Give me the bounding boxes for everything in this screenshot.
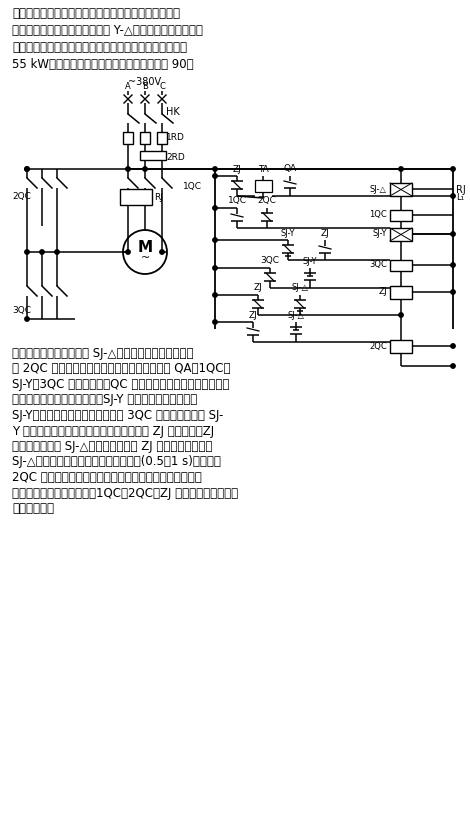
Text: SJ-△: SJ-△ <box>291 283 308 292</box>
Text: 这种控制线路在设计上增加了一级中间继电器和时间继: 这种控制线路在设计上增加了一级中间继电器和时间继 <box>12 7 180 20</box>
Circle shape <box>399 313 403 317</box>
Text: SJ-△断电，延时常闭触点达到延时时间(0.5～1 s)闭合后，: SJ-△断电，延时常闭触点达到延时时间(0.5～1 s)闭合后， <box>12 455 221 468</box>
Text: ZJ: ZJ <box>254 283 262 292</box>
Circle shape <box>213 238 217 242</box>
Text: 1QC: 1QC <box>183 182 202 191</box>
Text: 电器，可以防止大容量电动机在 Y-△转换过程中，由于转换: 电器，可以防止大容量电动机在 Y-△转换过程中，由于转换 <box>12 24 203 37</box>
Text: QA: QA <box>283 165 297 174</box>
Text: TA: TA <box>258 165 268 174</box>
Text: 电器则分断。: 电器则分断。 <box>12 502 54 515</box>
Text: ZJ: ZJ <box>321 229 329 238</box>
Circle shape <box>123 230 167 274</box>
Bar <box>390 183 412 196</box>
Text: 接通电源时，时间继电器 SJ-△获电动作，其常闭触点切: 接通电源时，时间继电器 SJ-△获电动作，其常闭触点切 <box>12 347 194 360</box>
Text: SJ-Y: SJ-Y <box>303 256 317 265</box>
Text: 3QC: 3QC <box>369 260 387 269</box>
Circle shape <box>213 174 217 179</box>
Circle shape <box>451 290 455 294</box>
Text: SJ-△: SJ-△ <box>370 184 387 193</box>
Text: HK: HK <box>166 107 180 117</box>
Circle shape <box>451 232 455 236</box>
Text: A: A <box>125 82 131 91</box>
Text: Y 闭合延时的常开触点闭合，使中间继电器 ZJ 获电动作。ZJ: Y 闭合延时的常开触点闭合，使中间继电器 ZJ 获电动作。ZJ <box>12 424 214 437</box>
Circle shape <box>126 167 130 171</box>
Circle shape <box>213 319 217 324</box>
Circle shape <box>451 194 455 198</box>
Text: 3QC: 3QC <box>12 306 31 315</box>
Bar <box>140 151 166 160</box>
Text: ZJ: ZJ <box>249 310 258 319</box>
Text: ZJ: ZJ <box>378 287 387 296</box>
Circle shape <box>160 250 164 254</box>
Circle shape <box>451 263 455 267</box>
Circle shape <box>126 250 130 254</box>
Circle shape <box>143 167 147 171</box>
Text: 法，起动过程结束。此时，1QC、2QC、ZJ 处于吸合状态，其余: 法，起动过程结束。此时，1QC、2QC、ZJ 处于吸合状态，其余 <box>12 486 238 500</box>
Circle shape <box>451 167 455 171</box>
Text: SJ-Y: SJ-Y <box>281 229 295 238</box>
Circle shape <box>25 167 29 171</box>
Circle shape <box>213 167 217 171</box>
Circle shape <box>399 167 403 171</box>
Circle shape <box>213 266 217 270</box>
Text: L₁: L₁ <box>456 193 464 202</box>
Text: 1QC: 1QC <box>227 197 246 206</box>
Text: SJ-Y: SJ-Y <box>373 229 387 238</box>
Text: ~: ~ <box>141 253 149 263</box>
Bar <box>157 132 167 144</box>
Text: 时间短，电弧不能完全熄灯而造成的相间短路。它适用于: 时间短，电弧不能完全熄灯而造成的相间短路。它适用于 <box>12 41 187 54</box>
Text: 断 2QC 电路，为起动做好准备。按下起动按鈕 QA，1QC、: 断 2QC 电路，为起动做好准备。按下起动按鈕 QA，1QC、 <box>12 363 230 375</box>
Circle shape <box>40 250 44 254</box>
Text: ZJ: ZJ <box>233 165 242 174</box>
Text: 绕组接成星形接法降压起动。SJ-Y 达到整定延时时间后，: 绕组接成星形接法降压起动。SJ-Y 达到整定延时时间后， <box>12 393 197 406</box>
Circle shape <box>25 250 29 254</box>
Bar <box>390 260 412 271</box>
Text: 2QC: 2QC <box>258 197 276 206</box>
Bar <box>123 132 133 144</box>
Text: 2RD: 2RD <box>166 152 185 161</box>
Text: SJ-Y延时断开的常闭触点断开，使 3QC 失电释放，同时 SJ-: SJ-Y延时断开的常闭触点断开，使 3QC 失电释放，同时 SJ- <box>12 409 223 422</box>
Circle shape <box>25 317 29 321</box>
Text: 2QC 才获电动作。这时电动机由星形接法转换为三角形接: 2QC 才获电动作。这时电动机由星形接法转换为三角形接 <box>12 471 202 484</box>
Bar <box>120 189 152 205</box>
Text: C: C <box>159 82 165 91</box>
Circle shape <box>451 344 455 348</box>
Bar <box>140 132 150 144</box>
Text: RJ: RJ <box>154 192 163 201</box>
Text: 常闭触点断开使 SJ-△失电释放，同时 ZJ 常开触点闭合。当: 常闭触点断开使 SJ-△失电释放，同时 ZJ 常开触点闭合。当 <box>12 440 212 453</box>
Text: B: B <box>142 82 148 91</box>
Text: 2QC: 2QC <box>12 192 31 201</box>
Text: M: M <box>137 239 153 255</box>
Bar <box>390 228 412 241</box>
Bar <box>390 210 412 221</box>
Circle shape <box>55 250 59 254</box>
Text: 2QC: 2QC <box>369 342 387 351</box>
Text: 55 kW以上三角形接法的大容量电动机，见图 90。: 55 kW以上三角形接法的大容量电动机，见图 90。 <box>12 58 194 71</box>
Text: 1QC: 1QC <box>369 210 387 219</box>
Bar <box>255 180 272 192</box>
Circle shape <box>213 293 217 297</box>
Bar <box>390 286 412 299</box>
Bar <box>390 340 412 353</box>
Text: SJ-△: SJ-△ <box>288 310 305 319</box>
Text: RJ: RJ <box>456 185 466 195</box>
Circle shape <box>451 364 455 369</box>
Text: SJ-Y、3QC 获电动作。１QC 常开辅助触点闭合自锁，电动机: SJ-Y、3QC 获电动作。１QC 常开辅助触点闭合自锁，电动机 <box>12 378 229 391</box>
Text: ~380V: ~380V <box>128 77 162 87</box>
Circle shape <box>213 206 217 210</box>
Circle shape <box>25 167 29 171</box>
Text: 1RD: 1RD <box>166 133 185 142</box>
Text: 3QC: 3QC <box>260 256 280 265</box>
